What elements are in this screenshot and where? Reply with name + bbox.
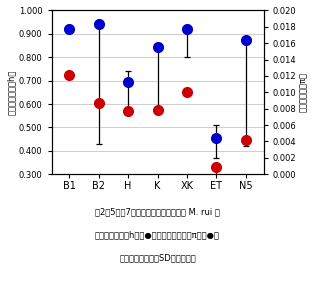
Text: 誤差線は標準偶（SD）を示す。: 誤差線は標準偶（SD）を示す。 [119,253,196,262]
Y-axis label: 塩基多様度（π）: 塩基多様度（π） [299,72,308,112]
Y-axis label: 遠伝子多様度（h）: 遠伝子多様度（h） [7,70,16,115]
Text: 図2　5河川7集団におけるテナガエビ M. rui の: 図2 5河川7集団におけるテナガエビ M. rui の [95,208,220,217]
Text: 遠伝子多様度（h）（●）と塩基多様度（π）（●）: 遠伝子多様度（h）（●）と塩基多様度（π）（●） [95,230,220,239]
